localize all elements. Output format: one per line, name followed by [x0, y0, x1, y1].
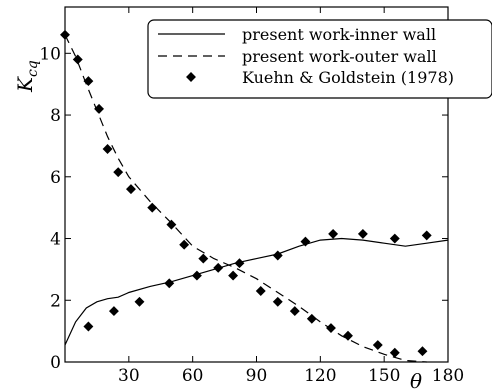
legend-swatch-experiment	[186, 72, 196, 82]
y-tick-label: 6	[50, 168, 61, 188]
legend-label-outer-wall: present work-outer wall	[242, 47, 437, 66]
x-tick-label: 90	[246, 366, 268, 386]
data-point	[102, 144, 113, 154]
x-axis-title: θ	[410, 369, 422, 390]
series-line-outer-wall	[64, 34, 427, 363]
data-point	[72, 54, 83, 65]
data-point	[213, 262, 224, 273]
x-tick-label: 30	[118, 366, 140, 386]
data-point	[357, 228, 368, 239]
data-point	[272, 296, 283, 307]
data-point	[234, 258, 245, 269]
x-tick-label: 150	[368, 366, 400, 386]
legend-box	[147, 19, 492, 99]
data-point	[306, 313, 317, 324]
data-point	[198, 253, 209, 264]
legend-label-experiment: Kuehn & Goldstein (1978)	[242, 68, 454, 87]
data-point	[272, 250, 283, 261]
legend: present work-inner wall present work-out…	[147, 19, 492, 99]
data-point	[179, 239, 190, 250]
data-point	[417, 346, 428, 357]
data-point	[147, 202, 158, 213]
data-point	[289, 306, 300, 317]
data-point	[83, 76, 94, 87]
legend-label-inner-wall: present work-inner wall	[242, 25, 436, 44]
x-tick-label: 60	[182, 366, 204, 386]
series-line-inner-wall	[64, 237, 449, 346]
x-tick-label: 180	[432, 366, 464, 386]
data-point	[389, 347, 400, 358]
data-point	[191, 270, 202, 281]
data-point	[126, 184, 136, 195]
data-point	[328, 228, 339, 239]
y-tick-label: 8	[50, 106, 61, 126]
data-point	[166, 219, 177, 230]
data-point	[228, 270, 239, 281]
data-point	[164, 278, 175, 289]
y-tick-label: 10	[39, 44, 61, 64]
y-tick-label: 0	[50, 353, 61, 373]
data-point	[326, 323, 336, 333]
y-axis-title: Kcq	[13, 60, 41, 93]
data-point	[389, 233, 400, 244]
data-point	[83, 321, 94, 332]
data-point	[113, 167, 124, 178]
data-point	[108, 306, 119, 317]
data-point	[134, 296, 145, 307]
data-point	[372, 340, 383, 350]
y-tick-label: 4	[50, 230, 61, 250]
x-tick-label: 120	[304, 366, 336, 386]
data-point	[343, 330, 353, 341]
data-point	[255, 286, 266, 296]
data-point	[421, 230, 432, 241]
data-point	[94, 103, 104, 114]
y-tick-label: 2	[50, 291, 61, 311]
data-point	[300, 236, 311, 247]
